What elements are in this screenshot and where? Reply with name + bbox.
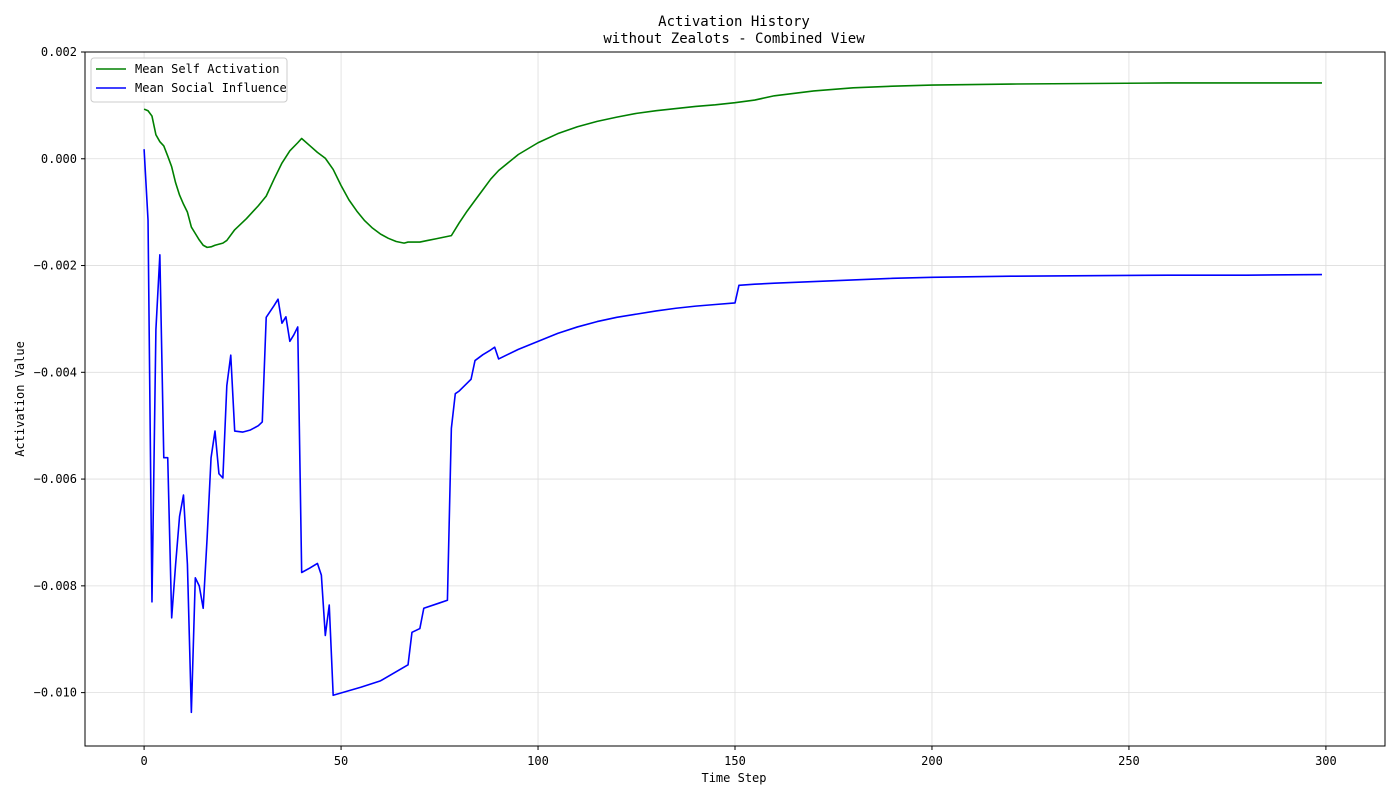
y-axis-label: Activation Value xyxy=(13,341,27,457)
chart-subtitle: without Zealots - Combined View xyxy=(603,31,865,47)
chart-title: Activation History xyxy=(658,14,810,30)
legend-box xyxy=(90,57,288,103)
x-tick-label: 250 xyxy=(1118,754,1140,768)
series-line-mean-social-influence xyxy=(143,149,1322,714)
y-tick-label: 0.002 xyxy=(41,45,77,59)
series-group xyxy=(143,82,1322,714)
y-tick-label: −0.002 xyxy=(34,259,77,273)
grid-lines xyxy=(85,51,1385,746)
x-axis-ticks: 0 50 100 150 200 250 300 xyxy=(140,746,1337,768)
legend: Mean Self Activation Mean Social Influen… xyxy=(90,57,288,103)
y-axis-ticks: −0.010 −0.008 −0.006 −0.004 −0.002 0.000 0.002 xyxy=(34,45,85,700)
x-tick-label: 300 xyxy=(1315,754,1337,768)
x-tick-label: 100 xyxy=(527,754,549,768)
series-line-mean-self-activation xyxy=(143,82,1322,249)
y-tick-label: −0.010 xyxy=(34,686,77,700)
y-tick-label: −0.004 xyxy=(34,365,77,379)
x-tick-label: 0 xyxy=(140,754,147,768)
x-tick-label: 50 xyxy=(334,754,348,768)
x-tick-label: 200 xyxy=(921,754,943,768)
x-tick-label: 150 xyxy=(724,754,746,768)
x-axis-label: Time Step xyxy=(701,771,766,785)
legend-label-social: Mean Social Influence xyxy=(135,81,287,95)
y-tick-label: 0.000 xyxy=(41,152,77,166)
y-tick-label: −0.008 xyxy=(34,579,77,593)
legend-label-self: Mean Self Activation xyxy=(135,62,280,76)
y-tick-label: −0.006 xyxy=(34,472,77,486)
